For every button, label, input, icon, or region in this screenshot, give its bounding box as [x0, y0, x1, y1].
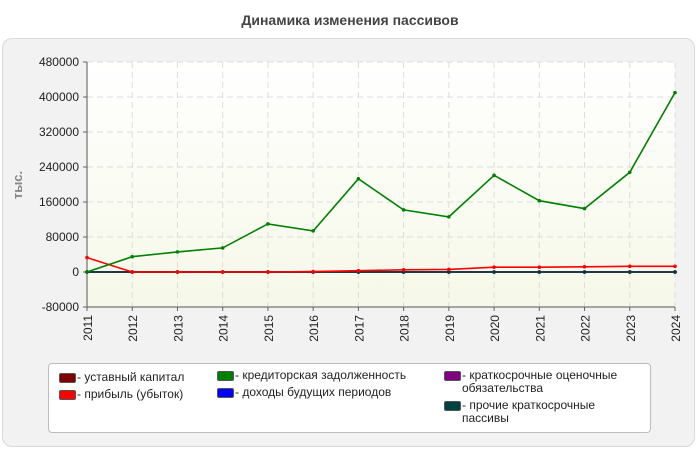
- data-point: [266, 222, 270, 226]
- data-point: [582, 270, 587, 274]
- data-point: [537, 198, 542, 203]
- data-point: [492, 265, 496, 269]
- data-point: [627, 170, 632, 175]
- data-point: [85, 255, 89, 260]
- x-tick-label: 2018: [398, 315, 412, 342]
- x-tick-label: 2011: [81, 315, 95, 341]
- x-tick-label: 2017: [352, 315, 366, 342]
- data-point: [356, 268, 361, 273]
- legend-label: - уставный капитал: [77, 370, 185, 384]
- x-tick-label: 2013: [171, 315, 185, 342]
- legend-label: - прочие краткосрочные пассивы: [462, 398, 596, 425]
- data-point: [537, 270, 542, 274]
- y-tick-labels: -80000 0 80000 160000 240000 320000 400000 4800…: [39, 55, 79, 314]
- y-axis-label: тыс.: [10, 171, 25, 199]
- data-point: [673, 90, 677, 95]
- data-point: [537, 265, 542, 269]
- data-point: [447, 267, 451, 272]
- x-tick-label: 2015: [262, 315, 276, 342]
- legend-swatch: [217, 388, 234, 398]
- series-line: [86, 92, 676, 273]
- x-tick-label: 2020: [488, 315, 502, 342]
- data-point: [356, 177, 361, 181]
- data-point: [627, 264, 632, 269]
- x-tick-label: 2019: [443, 315, 457, 342]
- legend-swatch: [59, 390, 76, 400]
- legend-label: - доходы будущих периодов: [235, 385, 392, 399]
- series-line: [86, 256, 675, 273]
- data-point: [266, 270, 270, 274]
- y-tick-label: 400000: [39, 90, 79, 104]
- legend-swatch: [444, 401, 461, 411]
- series-lines: [85, 90, 677, 274]
- x-tick-label: 2016: [307, 315, 321, 342]
- legend-swatch: [59, 373, 76, 383]
- x-tick-label: 2024: [669, 315, 683, 342]
- data-point: [130, 270, 135, 274]
- data-point: [447, 270, 451, 274]
- y-tick-label: 0: [72, 265, 79, 279]
- data-point: [175, 250, 180, 254]
- legend-label: - кредиторская задолженность: [235, 368, 407, 382]
- y-tick-label: 480000: [39, 55, 79, 69]
- data-point: [175, 270, 180, 274]
- data-point: [673, 270, 677, 274]
- x-tick-label: 2022: [579, 315, 593, 342]
- data-point: [582, 206, 587, 211]
- data-point: [492, 173, 496, 178]
- legend-swatch: [217, 371, 234, 381]
- data-point: [311, 269, 315, 274]
- x-tick-label: 2021: [533, 315, 547, 342]
- y-tick-label: -80000: [42, 300, 80, 314]
- data-point: [85, 270, 89, 274]
- data-point: [130, 254, 135, 259]
- data-point: [673, 264, 677, 269]
- chart-title: Динамика изменения пассивов: [241, 12, 459, 28]
- data-point: [220, 246, 225, 250]
- data-point: [220, 270, 225, 274]
- data-point: [492, 270, 496, 274]
- legend-swatch: [444, 371, 461, 381]
- legend-label: - прибыль (убыток): [77, 387, 184, 401]
- data-point: [447, 215, 451, 219]
- legend-label: - краткосрочные оценочные обязательства: [462, 368, 618, 395]
- x-tick-labels: 2011 2012 2013 2014 2015 2016 2017 2018 2019 2020…: [81, 315, 683, 342]
- y-tick-label: 160000: [39, 195, 79, 209]
- data-point: [401, 208, 406, 212]
- y-tick-label: 80000: [46, 230, 80, 244]
- data-point: [401, 268, 406, 272]
- data-point: [311, 229, 315, 233]
- y-tick-label: 240000: [39, 160, 79, 174]
- data-point: [582, 264, 587, 269]
- legend: - уставный капитал - прибыль (убыток) - …: [48, 363, 651, 433]
- x-tick-label: 2014: [217, 315, 231, 342]
- x-tick-label: 2023: [624, 315, 638, 342]
- x-tick-label: 2012: [126, 315, 140, 342]
- data-point: [627, 270, 632, 274]
- y-tick-label: 320000: [39, 125, 79, 139]
